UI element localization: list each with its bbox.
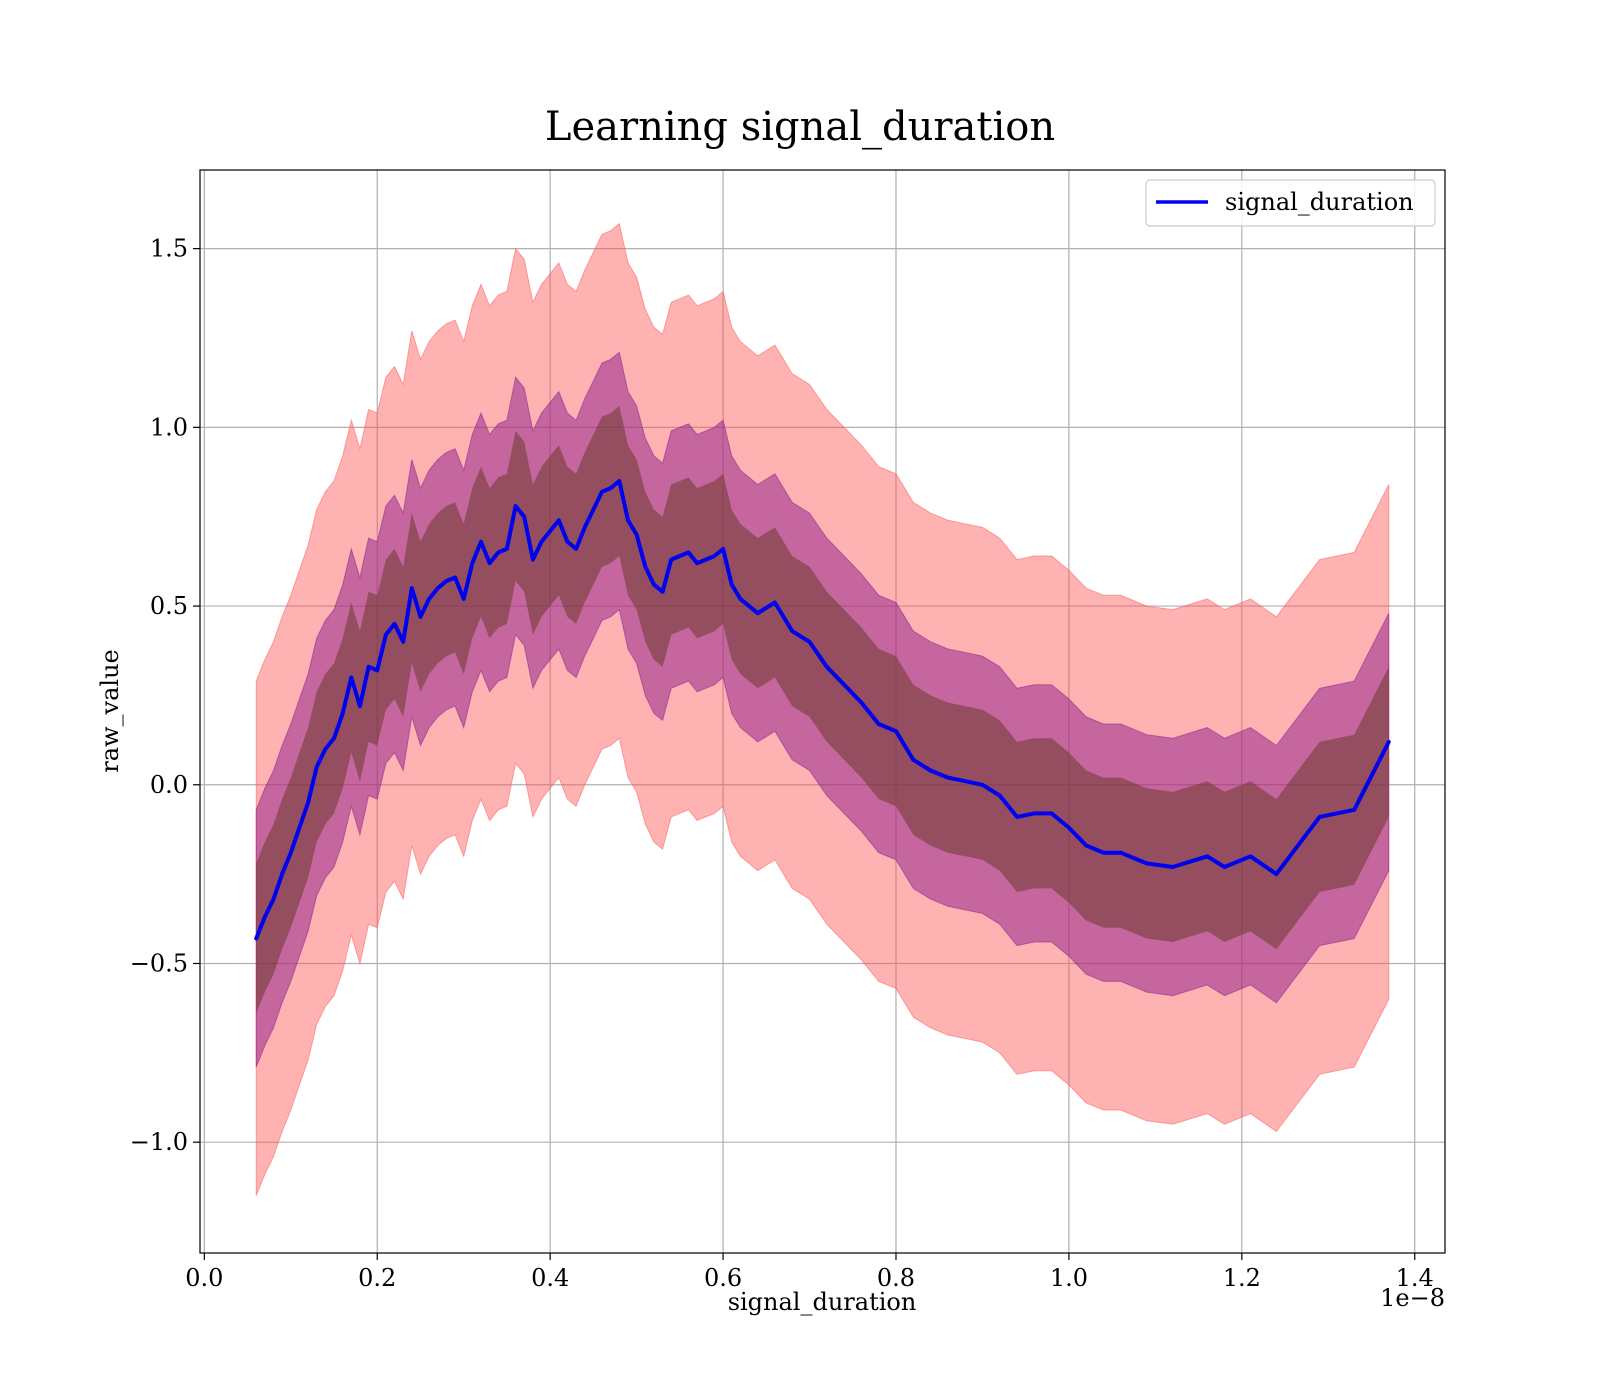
line-layer	[254, 479, 1391, 941]
x-tick-label: 0.0	[185, 1264, 223, 1292]
series-line-signal-duration	[254, 479, 1391, 941]
x-tick-label: 1.0	[1050, 1264, 1088, 1292]
y-tick-label: 0.5	[150, 592, 188, 620]
x-tick-label: 0.6	[704, 1264, 742, 1292]
x-tick-label: 0.4	[531, 1264, 569, 1292]
legend: signal_duration	[1145, 179, 1436, 227]
y-tick-label: −0.5	[130, 949, 188, 977]
x-axis-offset-label: 1e−8	[1380, 1284, 1445, 1312]
chart-title: Learning signal_duration	[545, 104, 1055, 150]
y-tick-label: 1.5	[150, 235, 188, 263]
legend-entry-signal-duration: signal_duration	[1225, 188, 1414, 216]
core-confidence-band	[256, 405, 1389, 1014]
axis-layer: 0.0 0.2 0.4 0.6 0.8 1.0 1.2 1.4 −1.0 −0.5 0.0 0.5 1.…	[130, 235, 1434, 1292]
x-tick-label: 0.2	[358, 1264, 396, 1292]
band-layer	[255, 222, 1390, 1196]
plot-frame	[199, 169, 1446, 1254]
x-tick-label: 1.4	[1396, 1264, 1434, 1292]
y-tick-label: −1.0	[130, 1128, 188, 1156]
legend-box	[1145, 179, 1436, 227]
y-tick-label: 0.0	[150, 771, 188, 799]
y-axis-label: raw_value	[96, 649, 124, 773]
x-axis-label: signal_duration	[728, 1288, 917, 1316]
x-tick-label: 0.8	[877, 1264, 915, 1292]
y-tick-label: 1.0	[150, 413, 188, 441]
x-tick-label: 1.2	[1223, 1264, 1261, 1292]
